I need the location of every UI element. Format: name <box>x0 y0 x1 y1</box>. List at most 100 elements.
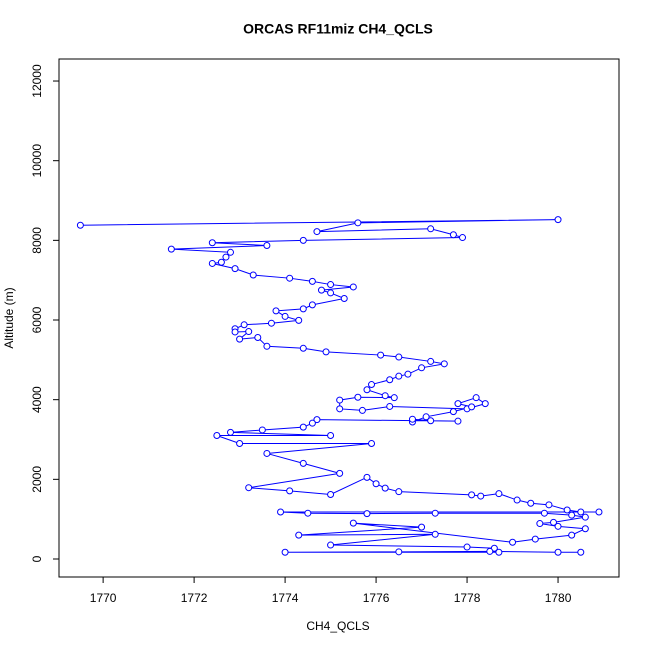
data-point <box>213 432 221 440</box>
data-point <box>313 416 321 424</box>
x-tick-label: 1776 <box>363 591 390 605</box>
data-point <box>249 271 257 279</box>
data-point <box>263 242 271 250</box>
y-tick-label: 2000 <box>30 466 44 493</box>
data-point <box>513 496 521 504</box>
data-point <box>381 484 389 492</box>
plot-frame <box>58 58 620 578</box>
data-point <box>254 334 262 342</box>
data-point <box>308 277 316 285</box>
data-point <box>468 491 476 499</box>
x-tick-label: 1778 <box>454 591 481 605</box>
data-point <box>327 541 335 549</box>
data-point <box>368 439 376 447</box>
data-point <box>568 531 576 539</box>
data-line <box>80 219 599 553</box>
data-point <box>404 370 412 378</box>
data-point <box>395 353 403 361</box>
data-point <box>263 342 271 350</box>
data-point <box>395 488 403 496</box>
data-point <box>281 548 289 556</box>
data-point <box>358 406 366 414</box>
data-point <box>554 216 562 224</box>
y-tick-label: 10000 <box>30 144 44 178</box>
data-point <box>481 400 489 408</box>
data-point <box>363 386 371 394</box>
data-point <box>495 548 503 556</box>
data-point <box>477 492 485 500</box>
data-point <box>349 519 357 527</box>
y-tick-label: 6000 <box>30 306 44 333</box>
data-point <box>272 307 280 315</box>
data-point <box>531 535 539 543</box>
data-point <box>386 402 394 410</box>
data-point <box>313 228 321 236</box>
data-point <box>263 449 271 457</box>
y-tick-label: 12000 <box>30 64 44 98</box>
data-point <box>336 396 344 404</box>
data-point <box>354 393 362 401</box>
data-point <box>390 394 398 402</box>
data-point <box>468 403 476 411</box>
x-axis-label: CH4_QCLS <box>306 619 369 633</box>
data-point <box>222 253 230 261</box>
data-point <box>577 548 585 556</box>
data-point <box>463 543 471 551</box>
chart-title: ORCAS RF11miz CH4_QCLS <box>243 21 433 37</box>
data-point <box>563 506 571 514</box>
data-point <box>299 344 307 352</box>
data-point <box>236 335 244 343</box>
data-point <box>277 508 285 516</box>
data-point <box>536 520 544 528</box>
data-point <box>495 490 503 498</box>
data-point <box>227 428 235 436</box>
data-point <box>217 258 225 266</box>
data-point <box>427 225 435 233</box>
data-point <box>236 439 244 447</box>
x-tick-label: 1774 <box>272 591 299 605</box>
data-point <box>454 400 462 408</box>
y-tick-label: 8000 <box>30 227 44 254</box>
data-point <box>299 236 307 244</box>
data-point <box>308 301 316 309</box>
data-point <box>527 499 535 507</box>
data-point <box>581 525 589 533</box>
data-point <box>395 372 403 380</box>
data-point <box>454 417 462 425</box>
data-point <box>418 364 426 372</box>
data-point <box>354 219 362 227</box>
data-point <box>245 328 253 336</box>
y-tick-label: 0 <box>30 555 44 562</box>
data-point <box>363 473 371 481</box>
data-point <box>308 419 316 427</box>
data-point <box>245 484 253 492</box>
data-point <box>363 510 371 518</box>
data-point <box>431 509 439 517</box>
data-point <box>568 511 576 519</box>
data-point <box>327 281 335 289</box>
data-point <box>554 522 562 530</box>
data-point <box>231 265 239 273</box>
data-point <box>472 394 480 402</box>
data-point <box>449 408 457 416</box>
x-tick-label: 1772 <box>181 591 208 605</box>
data-point <box>304 509 312 517</box>
data-point <box>427 417 435 425</box>
data-point <box>449 231 457 239</box>
x-tick-label: 1770 <box>90 591 117 605</box>
data-point <box>486 547 494 555</box>
data-point <box>317 286 325 294</box>
data-point <box>299 459 307 467</box>
data-point <box>286 487 294 495</box>
data-point <box>208 239 216 247</box>
data-point <box>408 415 416 423</box>
data-point <box>208 259 216 267</box>
data-point <box>381 392 389 400</box>
data-point <box>231 328 239 336</box>
data-point <box>299 305 307 313</box>
data-point <box>427 357 435 365</box>
x-tick-label: 1780 <box>545 591 572 605</box>
y-tick-label: 4000 <box>30 386 44 413</box>
data-point <box>549 518 557 526</box>
